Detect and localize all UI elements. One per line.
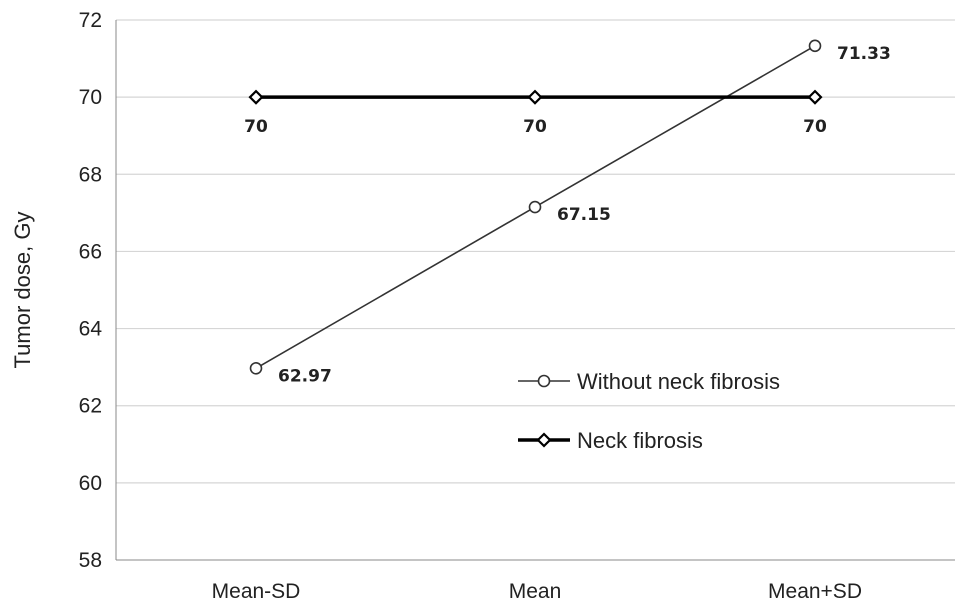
- y-tick-label-62: 62: [79, 395, 102, 418]
- y-tick-label-70: 70: [79, 86, 102, 109]
- x-tick-labels: Mean-SD Mean Mean+SD: [212, 580, 862, 603]
- gridlines: [116, 19, 955, 484]
- data-label-without-fibrosis-1: 62.97: [278, 366, 332, 386]
- legend-label-without-fibrosis: Without neck fibrosis: [577, 369, 780, 394]
- legend: Without neck fibrosis Neck fibrosis: [518, 369, 780, 453]
- data-labels: 62.97 67.15 71.33 70 70 70: [244, 44, 891, 386]
- marker-neck-fibrosis-3: [807, 89, 823, 105]
- marker-without-fibrosis-3: [808, 39, 822, 53]
- y-axis-title: Tumor dose, Gy: [10, 212, 35, 369]
- marker-neck-fibrosis-1: [248, 89, 264, 105]
- y-tick-label-66: 66: [79, 240, 102, 263]
- data-label-without-fibrosis-3: 71.33: [837, 44, 891, 64]
- legend-marker-neck-fibrosis: [536, 432, 552, 448]
- x-tick-label-2: Mean: [509, 580, 562, 603]
- y-tick-label-60: 60: [79, 472, 102, 495]
- data-label-neck-fibrosis-3: 70: [803, 117, 827, 137]
- y-tick-labels: 58 60 62 64 66 68 70 72: [79, 9, 103, 572]
- x-tick-label-1: Mean-SD: [212, 580, 301, 603]
- data-label-neck-fibrosis-2: 70: [523, 117, 547, 137]
- marker-without-fibrosis-2: [528, 200, 542, 214]
- y-tick-label-58: 58: [79, 549, 102, 572]
- x-tick-label-3: Mean+SD: [768, 580, 862, 603]
- y-tick-label-68: 68: [79, 163, 102, 186]
- legend-marker-without-fibrosis: [537, 374, 551, 388]
- marker-neck-fibrosis-2: [527, 89, 543, 105]
- y-tick-label-64: 64: [79, 318, 103, 341]
- series-markers: [248, 39, 823, 375]
- data-label-without-fibrosis-2: 67.15: [557, 205, 611, 225]
- marker-without-fibrosis-1: [249, 361, 263, 375]
- legend-label-neck-fibrosis: Neck fibrosis: [577, 428, 703, 453]
- y-tick-label-72: 72: [79, 9, 102, 32]
- data-label-neck-fibrosis-1: 70: [244, 117, 268, 137]
